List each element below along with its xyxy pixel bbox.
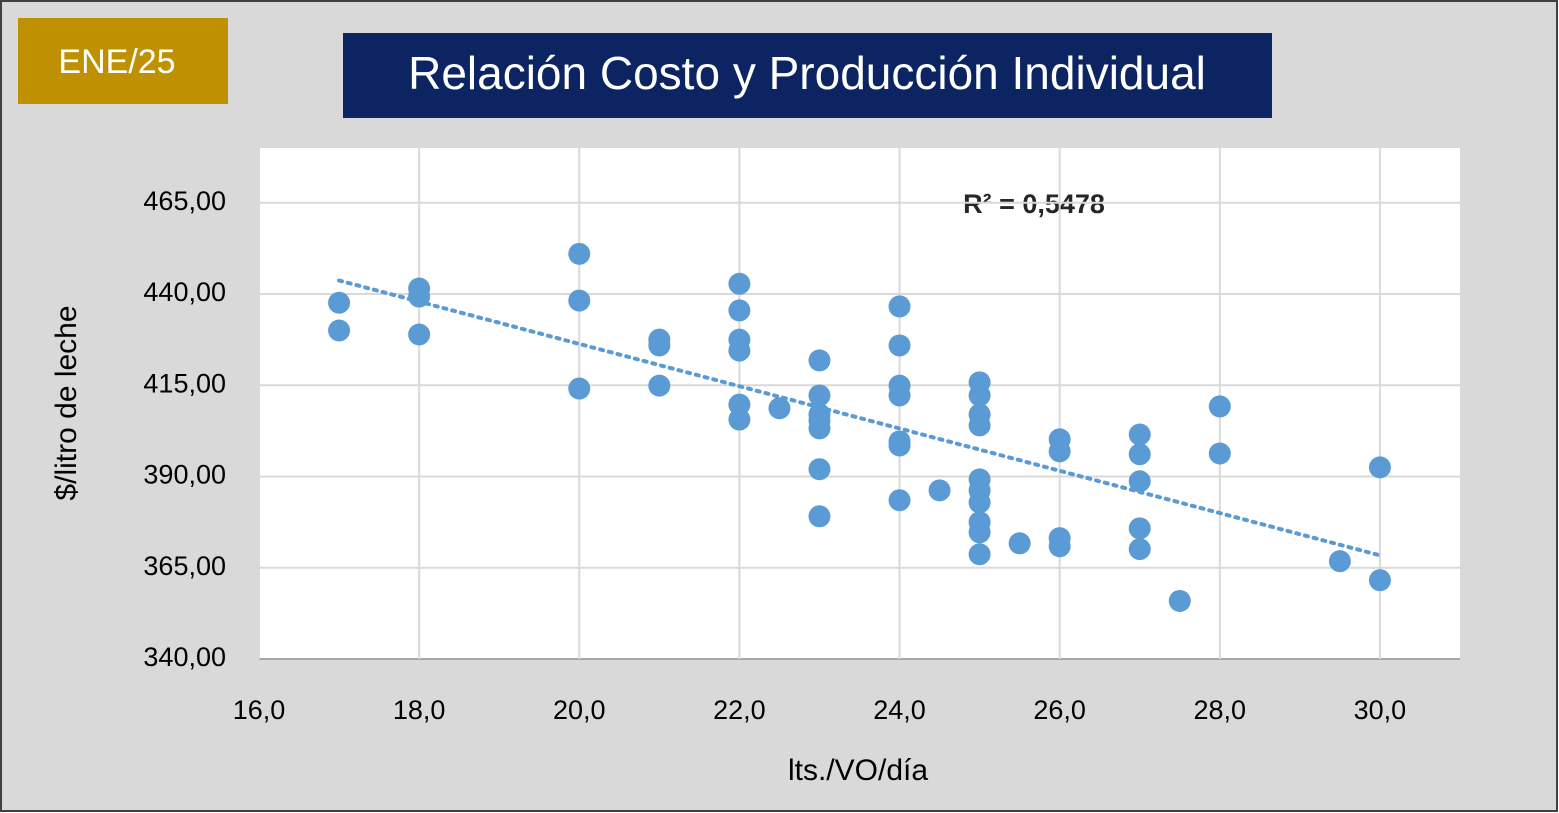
point: [1208, 395, 1231, 418]
point: [808, 349, 831, 372]
point: [888, 434, 911, 457]
x-tick-label: 20,0: [553, 695, 606, 725]
point: [968, 384, 991, 407]
point: [968, 521, 991, 544]
y-axis-label: $/litro de leche: [50, 305, 83, 500]
point: [808, 417, 831, 440]
point: [1128, 538, 1151, 561]
point: [568, 242, 591, 265]
chart-title: Relación Costo y Producción Individual: [408, 47, 1206, 99]
point: [728, 272, 751, 295]
y-tick-label: 340,00: [143, 642, 226, 672]
point: [1128, 517, 1151, 540]
x-tick-label: 30,0: [1354, 695, 1407, 725]
point: [1048, 535, 1071, 558]
x-tick-label: 26,0: [1033, 695, 1086, 725]
point: [888, 489, 911, 512]
x-tick-label: 28,0: [1194, 695, 1247, 725]
x-tick-label: 16,0: [233, 695, 286, 725]
point: [1368, 456, 1391, 479]
y-tick-label: 465,00: [143, 186, 226, 216]
point: [1128, 443, 1151, 466]
point: [968, 491, 991, 514]
point: [808, 505, 831, 528]
point: [408, 285, 431, 308]
point: [1168, 589, 1191, 612]
x-axis-label: lts./VO/día: [788, 754, 928, 787]
point: [1128, 470, 1151, 493]
point: [408, 323, 431, 346]
point: [888, 295, 911, 318]
trendline: [337, 278, 1382, 558]
x-tick-label: 18,0: [393, 695, 446, 725]
point: [808, 458, 831, 481]
plot-area: [259, 148, 1460, 659]
y-tick-label: 390,00: [143, 460, 226, 490]
point: [1008, 532, 1031, 555]
point: [928, 479, 951, 502]
point: [648, 374, 671, 397]
point: [1208, 442, 1231, 465]
x-tick-label: 22,0: [713, 695, 766, 725]
point: [568, 289, 591, 312]
y-tick-label: 415,00: [143, 368, 226, 398]
point: [648, 334, 671, 357]
point: [808, 384, 831, 407]
point: [568, 377, 591, 400]
x-tick-label: 24,0: [873, 695, 926, 725]
point: [1328, 550, 1351, 573]
point: [1128, 423, 1151, 446]
badge-box: [18, 18, 228, 104]
title-box: [343, 33, 1272, 118]
y-tick-label: 440,00: [143, 277, 226, 307]
point: [728, 299, 751, 322]
annotation: R² = 0,5478: [963, 189, 1105, 219]
point: [968, 414, 991, 437]
point: [888, 334, 911, 357]
point: [328, 291, 351, 314]
point: [728, 408, 751, 431]
point: [968, 543, 991, 566]
point: [728, 339, 751, 362]
point: [768, 397, 791, 420]
badge: ENE/25: [58, 43, 175, 81]
point: [1048, 440, 1071, 463]
point: [1368, 569, 1391, 592]
point: [888, 384, 911, 407]
y-tick-label: 365,00: [143, 551, 226, 581]
point: [328, 319, 351, 342]
